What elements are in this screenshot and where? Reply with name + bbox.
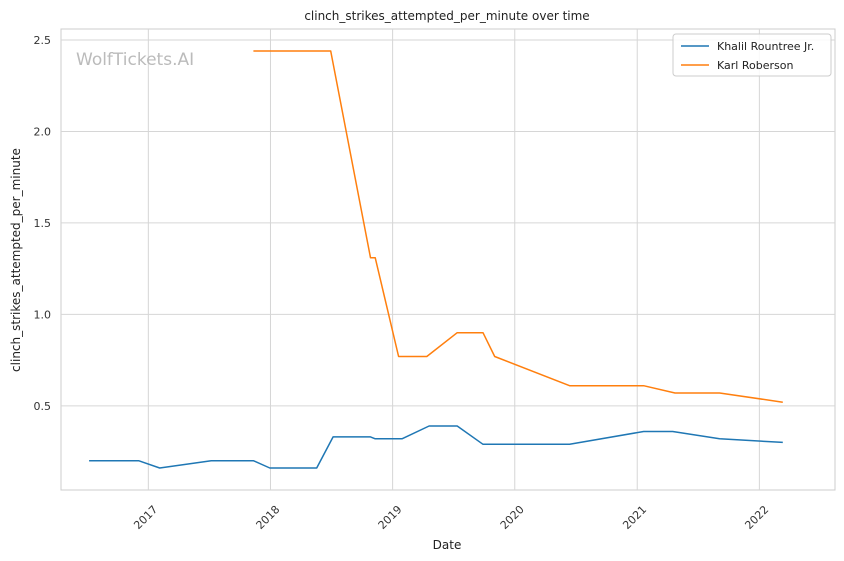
x-tick-label: 2020 (498, 503, 527, 532)
legend: Khalil Rountree Jr. Karl Roberson (672, 33, 832, 77)
x-tick-label: 2022 (742, 503, 771, 532)
y-axis-title: clinch_strikes_attempted_per_minute (9, 148, 23, 372)
series-lines (89, 50, 783, 469)
y-tick-label: 1.5 (34, 217, 52, 230)
series-line-khalil-rountree-jr (89, 425, 783, 469)
y-tick-label: 2.0 (34, 125, 52, 138)
legend-label: Karl Roberson (717, 59, 793, 72)
x-tick-label: 2017 (131, 503, 160, 532)
plot-area (60, 28, 836, 491)
x-tick-label: 2018 (254, 503, 283, 532)
legend-box (672, 33, 832, 77)
y-tick-label: 2.5 (34, 34, 52, 47)
y-tick-label: 1.0 (34, 308, 52, 321)
grid-lines (61, 29, 835, 490)
x-axis-title: Date (433, 538, 462, 552)
chart-title: clinch_strikes_attempted_per_minute over… (304, 9, 589, 23)
series-line-karl-roberson (253, 50, 783, 403)
y-tick-label: 0.5 (34, 400, 52, 413)
watermark-text: WolfTickets.AI (76, 50, 194, 70)
x-tick-label: 2021 (620, 503, 649, 532)
x-tick-label: 2019 (376, 503, 405, 532)
legend-label: Khalil Rountree Jr. (717, 40, 814, 53)
